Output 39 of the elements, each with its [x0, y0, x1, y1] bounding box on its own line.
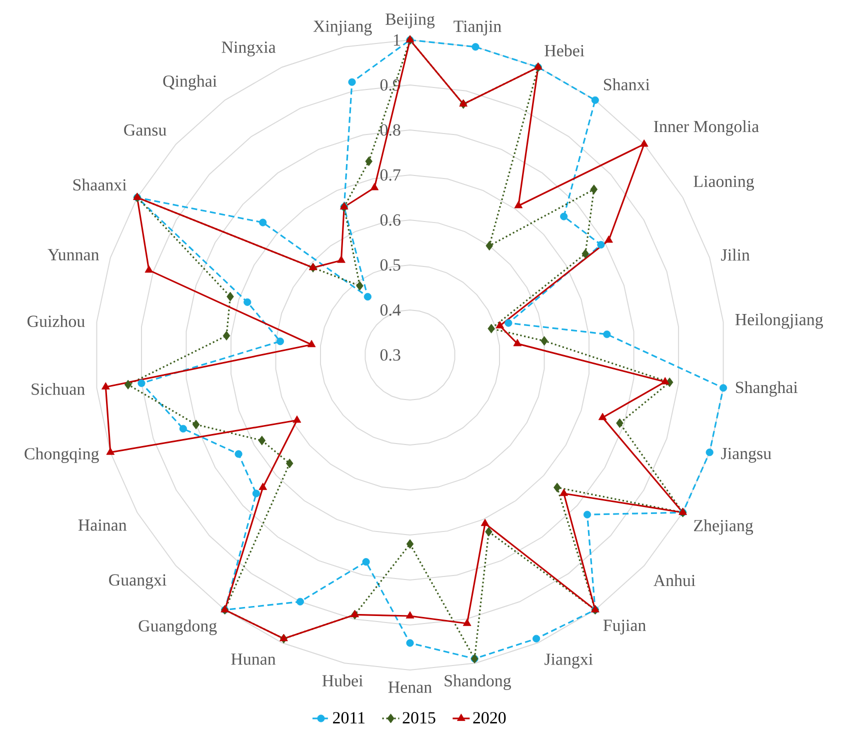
- spoke-label: Zhejiang: [694, 519, 754, 535]
- spoke-label: Yunnan: [48, 249, 100, 260]
- spoke-label: Inner Mongolia: [654, 120, 759, 136]
- spoke-label: Hubei: [322, 674, 363, 686]
- spoke-label: Chongqing: [24, 448, 99, 463]
- y-tick-label: 1: [394, 34, 400, 46]
- y-tick-label: 0.5: [380, 259, 400, 271]
- spoke-label: Gansu: [124, 124, 166, 136]
- spoke-label: Hunan: [231, 654, 276, 665]
- spoke-label: Shandong: [444, 674, 512, 690]
- spoke-label: Sichuan: [32, 382, 85, 395]
- spoke-label: Jiangxi: [544, 654, 593, 668]
- spoke-label: Shaanxi: [73, 178, 127, 191]
- legend-label: 2015: [402, 712, 436, 724]
- spoke-label: Beijing: [386, 13, 435, 28]
- spoke-label: Tianjin: [454, 20, 502, 36]
- spoke-label: Heilongjiang: [735, 313, 823, 329]
- spoke-label: Shanghai: [736, 381, 798, 397]
- legend-label: 2020: [473, 712, 506, 724]
- spoke-label: Jilin: [721, 248, 750, 261]
- spoke-label: Shanxi: [604, 78, 650, 90]
- spoke-label: Liaoning: [694, 176, 754, 191]
- spoke-label: Ningxia: [222, 42, 276, 56]
- spoke-label: Jiangsu: [721, 448, 772, 463]
- spoke-label: Xinjiang: [313, 20, 372, 36]
- spoke-label: Guangxi: [109, 574, 166, 590]
- spoke-label: Anhui: [653, 574, 696, 586]
- spoke-label: Guangdong: [138, 620, 217, 636]
- spoke-label: Hainan: [78, 519, 127, 531]
- legend-label: 2011: [333, 712, 365, 724]
- spoke-label: Guizhou: [27, 315, 85, 328]
- y-tick-label: 0.7: [380, 169, 400, 181]
- spoke-label: Fujian: [603, 620, 646, 634]
- y-tick-label: 0.4: [380, 304, 401, 316]
- spoke-label: Qinghai: [163, 74, 217, 90]
- spoke-label: Hebei: [544, 44, 584, 56]
- y-tick-label: 0.6: [380, 214, 400, 226]
- spoke-label: Henan: [388, 682, 432, 693]
- y-tick-label: 0.3: [380, 349, 400, 361]
